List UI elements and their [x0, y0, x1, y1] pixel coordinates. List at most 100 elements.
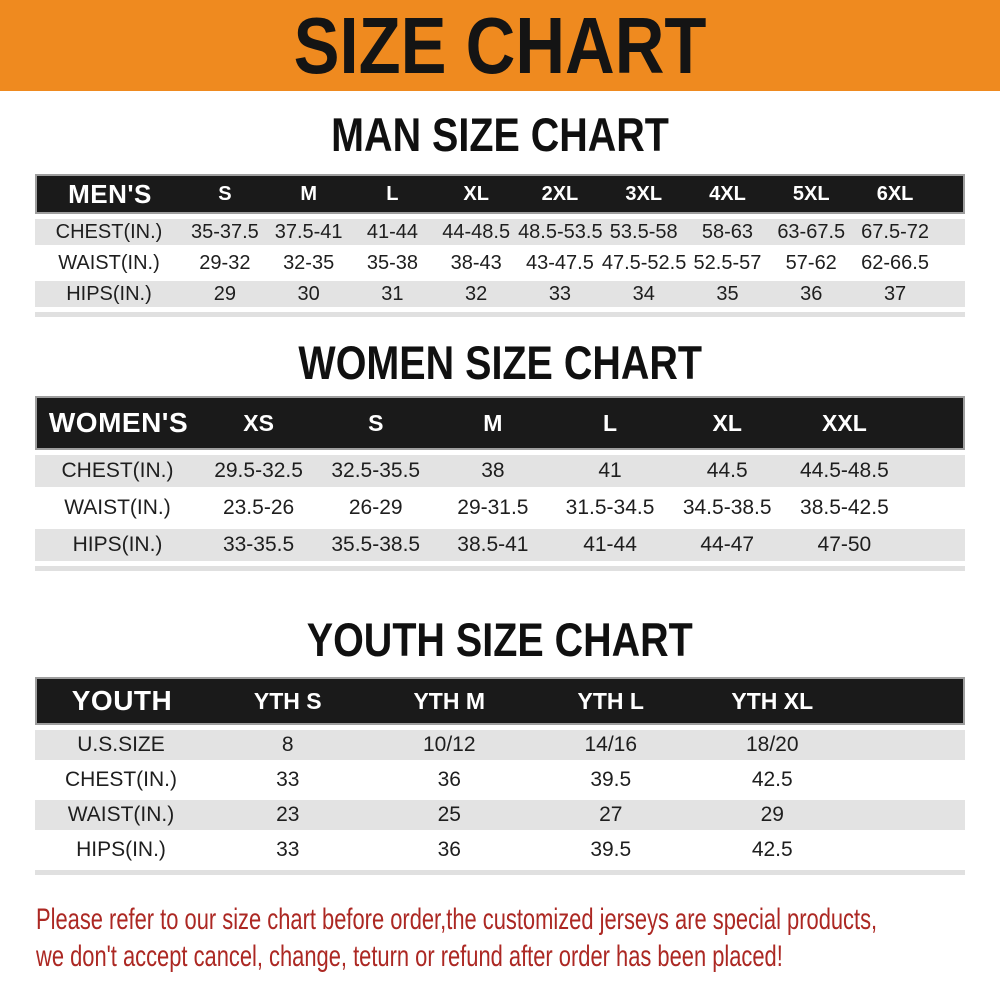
table-row: CHEST(IN.) 35-37.5 37.5-41 41-44 44-48.5 48.5…: [35, 219, 965, 245]
table-row: HIPS(IN.) 29 30 31 32 33 34 35 36 37: [35, 281, 965, 307]
size-value-cell: 43-47.5: [518, 250, 602, 276]
size-value-cell: 29: [183, 281, 267, 307]
size-value-cell: 35-38: [350, 250, 435, 276]
size-value-cell: 29-32: [183, 250, 267, 276]
size-value-cell: 44.5-48.5: [785, 455, 903, 487]
row-spacer: [853, 800, 965, 830]
row-label: WAIST(IN.): [35, 250, 183, 276]
row-label: HIPS(IN.): [35, 529, 200, 561]
size-column-header: YTH XL: [691, 677, 853, 725]
size-value-cell: 32: [434, 281, 519, 307]
size-value-cell: 42.5: [691, 765, 853, 795]
header-spacer: [937, 174, 965, 214]
disclaimer-line-2: we don't accept cancel, change, teturn o…: [36, 940, 783, 973]
size-value-cell: 26-29: [317, 492, 435, 524]
size-value-cell: 33: [207, 765, 369, 795]
size-value-cell: 32-35: [266, 250, 351, 276]
size-value-cell: 39.5: [530, 835, 692, 865]
men-size-table: MEN'S S M L XL 2XL 3XL 4XL 5XL 6XL CHEST(IN.) 35-37…: [35, 169, 965, 317]
size-value-cell: 10/12: [368, 730, 530, 760]
size-value-cell: 33-35.5: [200, 529, 318, 561]
size-value-cell: 39.5: [530, 765, 692, 795]
row-label: U.S.SIZE: [35, 730, 207, 760]
size-value-cell: 27: [530, 800, 692, 830]
size-value-cell: 29: [691, 800, 853, 830]
size-value-cell: 36: [769, 281, 854, 307]
size-value-cell: 53.5-58: [601, 219, 686, 245]
women-size-table: WOMEN'S XS S M L XL XXL CHEST(IN.) 29.5-32.5 32.5…: [35, 391, 965, 571]
table-row: HIPS(IN.) 33 36 39.5 42.5: [35, 835, 965, 865]
youth-size-table: YOUTH YTH S YTH M YTH L YTH XL U.S.SIZE 8 10/12…: [35, 672, 965, 875]
row-spacer: [853, 765, 965, 795]
header-spacer: [903, 396, 965, 450]
row-spacer: [853, 835, 965, 865]
header-spacer: [853, 677, 965, 725]
table-row: CHEST(IN.) 33 36 39.5 42.5: [35, 765, 965, 795]
banner-title: SIZE CHART: [293, 0, 707, 90]
size-column-header: XXL: [785, 396, 903, 450]
size-column-header: XL: [434, 174, 519, 214]
table-row: CHEST(IN.) 29.5-32.5 32.5-35.5 38 41 44.5 44.5…: [35, 455, 965, 487]
size-header-row: YOUTH YTH S YTH M YTH L YTH XL: [35, 677, 965, 725]
row-label: WAIST(IN.): [35, 492, 200, 524]
size-value-cell: 33: [207, 835, 369, 865]
row-label: WAIST(IN.): [35, 800, 207, 830]
size-value-cell: 33: [518, 281, 602, 307]
row-label: CHEST(IN.): [35, 219, 183, 245]
size-value-cell: 35: [685, 281, 770, 307]
size-value-cell: 8: [207, 730, 369, 760]
row-label: CHEST(IN.): [35, 455, 200, 487]
women-size-chart-title: WOMEN SIZE CHART: [298, 336, 702, 389]
size-value-cell: 37.5-41: [266, 219, 351, 245]
size-chart-banner: SIZE CHART: [0, 0, 1000, 91]
disclaimer-text: Please refer to our size chart before or…: [36, 901, 1000, 975]
size-value-cell: 58-63: [685, 219, 770, 245]
table-header-label: YOUTH: [35, 677, 207, 725]
size-value-cell: 38.5-41: [434, 529, 552, 561]
size-column-header: XS: [200, 396, 318, 450]
size-column-header: M: [266, 174, 351, 214]
size-column-header: 5XL: [769, 174, 854, 214]
table-row: WAIST(IN.) 23.5-26 26-29 29-31.5 31.5-34.5 34…: [35, 492, 965, 524]
table-row: U.S.SIZE 8 10/12 14/16 18/20: [35, 730, 965, 760]
disclaimer-line-1: Please refer to our size chart before or…: [36, 903, 878, 936]
table-row: HIPS(IN.) 33-35.5 35.5-38.5 38.5-41 41-44 44-…: [35, 529, 965, 561]
size-column-header: 3XL: [601, 174, 686, 214]
size-value-cell: 38: [434, 455, 552, 487]
size-value-cell: 52.5-57: [685, 250, 770, 276]
size-column-header: XL: [668, 396, 786, 450]
size-value-cell: 67.5-72: [853, 219, 937, 245]
row-spacer: [903, 455, 965, 487]
row-spacer: [937, 281, 965, 307]
size-value-cell: 44.5: [668, 455, 786, 487]
size-value-cell: 47.5-52.5: [601, 250, 686, 276]
size-column-header: 2XL: [518, 174, 602, 214]
size-value-cell: 34.5-38.5: [668, 492, 786, 524]
row-spacer: [903, 529, 965, 561]
size-value-cell: 44-47: [668, 529, 786, 561]
size-value-cell: 18/20: [691, 730, 853, 760]
size-column-header: YTH S: [207, 677, 369, 725]
size-value-cell: 47-50: [785, 529, 903, 561]
size-value-cell: 44-48.5: [434, 219, 519, 245]
size-value-cell: 63-67.5: [769, 219, 854, 245]
size-value-cell: 41-44: [350, 219, 435, 245]
size-value-cell: 29-31.5: [434, 492, 552, 524]
table-header-label: WOMEN'S: [35, 396, 200, 450]
size-header-row: MEN'S S M L XL 2XL 3XL 4XL 5XL 6XL: [35, 174, 965, 214]
size-value-cell: 32.5-35.5: [317, 455, 435, 487]
table-header-label: MEN'S: [35, 174, 183, 214]
size-value-cell: 37: [853, 281, 937, 307]
size-value-cell: 23.5-26: [200, 492, 318, 524]
size-column-header: YTH L: [530, 677, 692, 725]
size-value-cell: 35.5-38.5: [317, 529, 435, 561]
row-label: HIPS(IN.): [35, 281, 183, 307]
size-column-header: S: [317, 396, 435, 450]
size-value-cell: 48.5-53.5: [518, 219, 603, 245]
size-column-header: M: [434, 396, 552, 450]
size-column-header: 6XL: [853, 174, 937, 214]
man-size-chart-title: MAN SIZE CHART: [331, 108, 669, 161]
size-value-cell: 41-44: [551, 529, 669, 561]
size-value-cell: 35-37.5: [183, 219, 267, 245]
youth-size-chart-title: YOUTH SIZE CHART: [306, 613, 694, 666]
